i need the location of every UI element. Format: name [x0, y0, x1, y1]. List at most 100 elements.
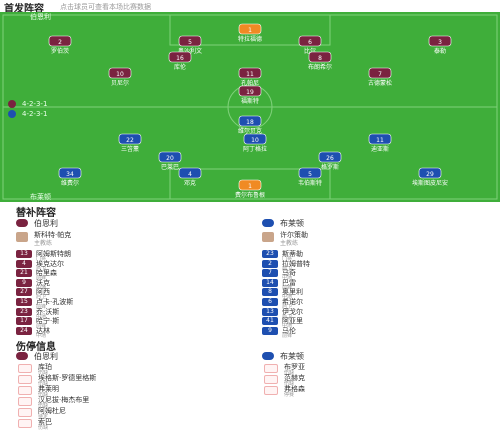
shirt — [243, 133, 267, 145]
shirt — [108, 67, 132, 79]
player-name: 巴莱巴 — [161, 163, 179, 171]
shirt-number: 29 — [426, 171, 434, 178]
sub-number[interactable]: 27 — [16, 288, 32, 297]
player-name: 福斯特 — [241, 97, 259, 105]
player[interactable]: 4邓克 — [178, 167, 202, 187]
shirt — [118, 133, 142, 145]
shirt-number: 5 — [308, 171, 312, 178]
sub-number[interactable]: 4 — [16, 259, 32, 268]
injury-reason: 伤缺 — [284, 381, 295, 387]
injury-reason: 伤缺 — [38, 370, 49, 376]
injury-reason: 伤缺 — [38, 392, 49, 398]
section-title: 伤停信息 — [16, 342, 56, 353]
sub-name: 达林 — [36, 326, 50, 335]
player-name: 布朗希尔 — [308, 63, 332, 71]
pitch-lines — [2, 14, 498, 200]
sub-number[interactable]: 17 — [16, 317, 32, 326]
player-name: 阿丁格拉 — [243, 145, 267, 153]
pitch: 伯恩利 布莱顿 4-2-3-1 4-2-3-1 1特拉福德2罗伯茨5奥沙利文6比… — [0, 12, 500, 202]
sub-number[interactable]: 15 — [16, 298, 32, 306]
sub-name: 希诺尔 — [282, 298, 303, 306]
home-icon — [8, 100, 16, 108]
shirt — [178, 167, 202, 179]
sub-position: 中场 — [36, 332, 47, 339]
sub-name: 伊戈尔 — [282, 307, 303, 316]
sub-number[interactable]: 2 — [262, 259, 278, 268]
shirt — [238, 179, 262, 191]
team-name: 布莱顿 — [280, 352, 304, 361]
shirt — [238, 115, 262, 127]
coach-name: 许尔策勒 — [280, 231, 308, 239]
sub-name: 阿亚里 — [282, 317, 303, 326]
shirt-number: 8 — [318, 55, 322, 62]
injury-reason: 停赛 — [284, 392, 295, 398]
shirt-number: 34 — [66, 171, 74, 178]
sub-position: 后卫 — [36, 294, 47, 301]
shirt-number: 11 — [376, 137, 384, 144]
sub-position: 中场 — [282, 294, 293, 301]
sub-number[interactable]: 41 — [262, 317, 278, 326]
sub-name: 哈宁·斯 — [36, 317, 60, 326]
injury-icon — [264, 386, 278, 395]
sub-number[interactable]: 9 — [262, 326, 278, 335]
sub-name: 马伦 — [282, 326, 296, 335]
shirt-number: 3 — [438, 39, 442, 46]
sub-number[interactable]: 13 — [16, 250, 32, 258]
player[interactable]: 6比尔 — [298, 35, 322, 55]
sub-number[interactable]: 14 — [262, 278, 278, 287]
team-badge — [262, 352, 274, 360]
player-name: 贝尼尔 — [111, 79, 129, 87]
injury-icon — [18, 364, 32, 373]
sub-name: 埃克达尔 — [36, 259, 64, 268]
sub-position: 前锋 — [282, 332, 293, 339]
sub-number[interactable]: 9 — [16, 278, 32, 287]
coach-label: 主教练 — [34, 240, 53, 247]
player-name: 邓克 — [184, 179, 196, 187]
sub-number[interactable]: 23 — [16, 307, 32, 316]
section-title: 替补阵容 — [16, 208, 56, 219]
sub-name: 阿西 — [36, 288, 50, 297]
sub-number[interactable]: 8 — [262, 288, 278, 297]
sub-number[interactable]: 24 — [16, 326, 32, 335]
injury-name: 索巴 — [38, 418, 52, 426]
shirt-number: 7 — [378, 71, 382, 78]
shirt-number: 5 — [188, 39, 192, 46]
sub-name: 卢卡·孔波斯 — [36, 298, 74, 306]
sub-name: 拉姆普特 — [282, 259, 310, 268]
shirt-number: 10 — [251, 137, 259, 144]
shirt-number: 1 — [248, 27, 252, 34]
coach-avatar — [262, 232, 274, 242]
team-name: 伯恩利 — [34, 219, 58, 228]
sub-number[interactable]: 13 — [262, 307, 278, 316]
sub-number[interactable]: 7 — [262, 269, 278, 278]
player-name: 迪亚斯 — [371, 145, 389, 153]
player-name: 韦伯斯特 — [298, 179, 322, 187]
sub-name: 奥里利 — [282, 288, 303, 297]
player[interactable]: 3泰勒 — [428, 35, 452, 55]
sub-number[interactable]: 6 — [262, 298, 278, 306]
injury-name: 埃格斯·罗德里格斯 — [38, 374, 97, 382]
sub-number[interactable]: 23 — [262, 250, 278, 258]
sub-number[interactable]: 21 — [16, 269, 32, 278]
sub-position: 前锋 — [36, 304, 47, 310]
shirt-number: 10 — [116, 71, 124, 78]
